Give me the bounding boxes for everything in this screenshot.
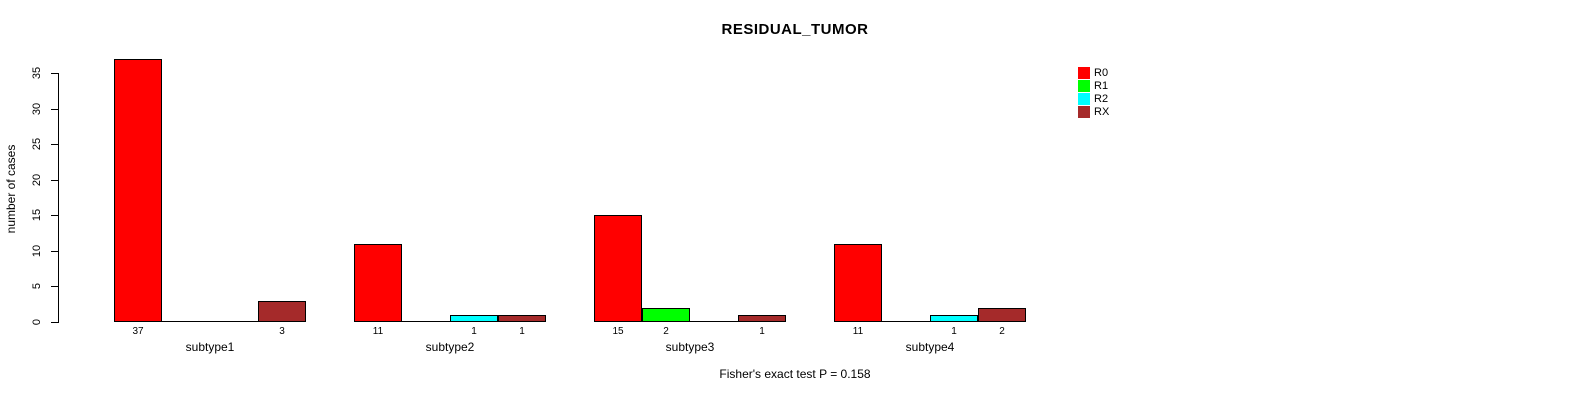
y-tick-mark [51,286,58,287]
bar-subtype3-R0 [594,215,642,322]
y-tick-mark [51,109,58,110]
bar-subtype3-R1 [642,308,690,322]
y-tick-mark [51,322,58,323]
fisher-test-footnote: Fisher's exact test P = 0.158 [719,367,871,381]
y-tick-mark [51,251,58,252]
zero-bar-subtype4-R1 [882,321,930,322]
bar-subtype2-R0 [354,244,402,322]
bar-subtype2-R2 [450,315,498,322]
y-tick-mark [51,180,58,181]
legend-item-R1: R1 [1078,79,1109,92]
y-axis-line [58,73,59,323]
bar-value-subtype3-R1: 2 [663,326,669,337]
legend: R0 R1 R2 RX [1078,66,1109,118]
zero-bar-subtype1-R2 [210,321,258,322]
bar-value-subtype3-R0: 15 [612,326,624,337]
bar-subtype4-RX [978,308,1026,322]
y-tick-label: 5 [31,282,43,290]
y-tick-label: 30 [31,102,43,116]
bar-value-subtype2-R0: 11 [372,326,384,337]
bar-value-subtype3-RX: 1 [759,326,765,337]
legend-label-R0: R0 [1094,66,1109,79]
legend-item-R0: R0 [1078,66,1109,79]
bar-value-subtype4-R2: 1 [951,326,957,337]
zero-bar-subtype3-R2 [690,321,738,322]
legend-swatch-R1 [1078,79,1090,92]
y-tick-label: 35 [31,66,43,80]
y-tick-label: 0 [31,318,43,326]
y-tick-mark [51,215,58,216]
y-tick-mark [51,144,58,145]
y-tick-label: 25 [31,137,43,151]
group-label-subtype1: subtype1 [185,340,235,354]
bar-subtype1-R0 [114,59,162,322]
y-axis-title: number of cases [4,144,18,234]
group-label-subtype2: subtype2 [425,340,475,354]
legend-label-RX: RX [1094,105,1110,118]
zero-bar-subtype2-R1 [402,321,450,322]
bar-value-subtype1-R0: 37 [132,326,144,337]
y-tick-label: 15 [31,208,43,222]
bar-subtype1-RX [258,301,306,322]
legend-label-R1: R1 [1094,79,1109,92]
chart-title: RESIDUAL_TUMOR [721,21,869,38]
bar-value-subtype2-R2: 1 [471,326,477,337]
zero-bar-subtype1-R1 [162,321,210,322]
legend-swatch-RX [1078,105,1090,118]
bar-subtype2-RX [498,315,546,322]
legend-item-R2: R2 [1078,92,1109,105]
bar-subtype3-RX [738,315,786,322]
bar-value-subtype2-RX: 1 [519,326,525,337]
bar-subtype4-R0 [834,244,882,322]
legend-item-RX: RX [1078,105,1109,118]
legend-swatch-R2 [1078,92,1090,105]
y-tick-label: 20 [31,173,43,187]
legend-swatch-R0 [1078,66,1090,79]
y-tick-mark [51,73,58,74]
legend-label-R2: R2 [1094,92,1109,105]
y-tick-label: 10 [31,244,43,258]
bar-subtype4-R2 [930,315,978,322]
bar-value-subtype1-RX: 3 [279,326,285,337]
group-label-subtype4: subtype4 [905,340,955,354]
bar-value-subtype4-RX: 2 [999,326,1005,337]
bar-value-subtype4-R0: 11 [852,326,864,337]
group-label-subtype3: subtype3 [665,340,715,354]
